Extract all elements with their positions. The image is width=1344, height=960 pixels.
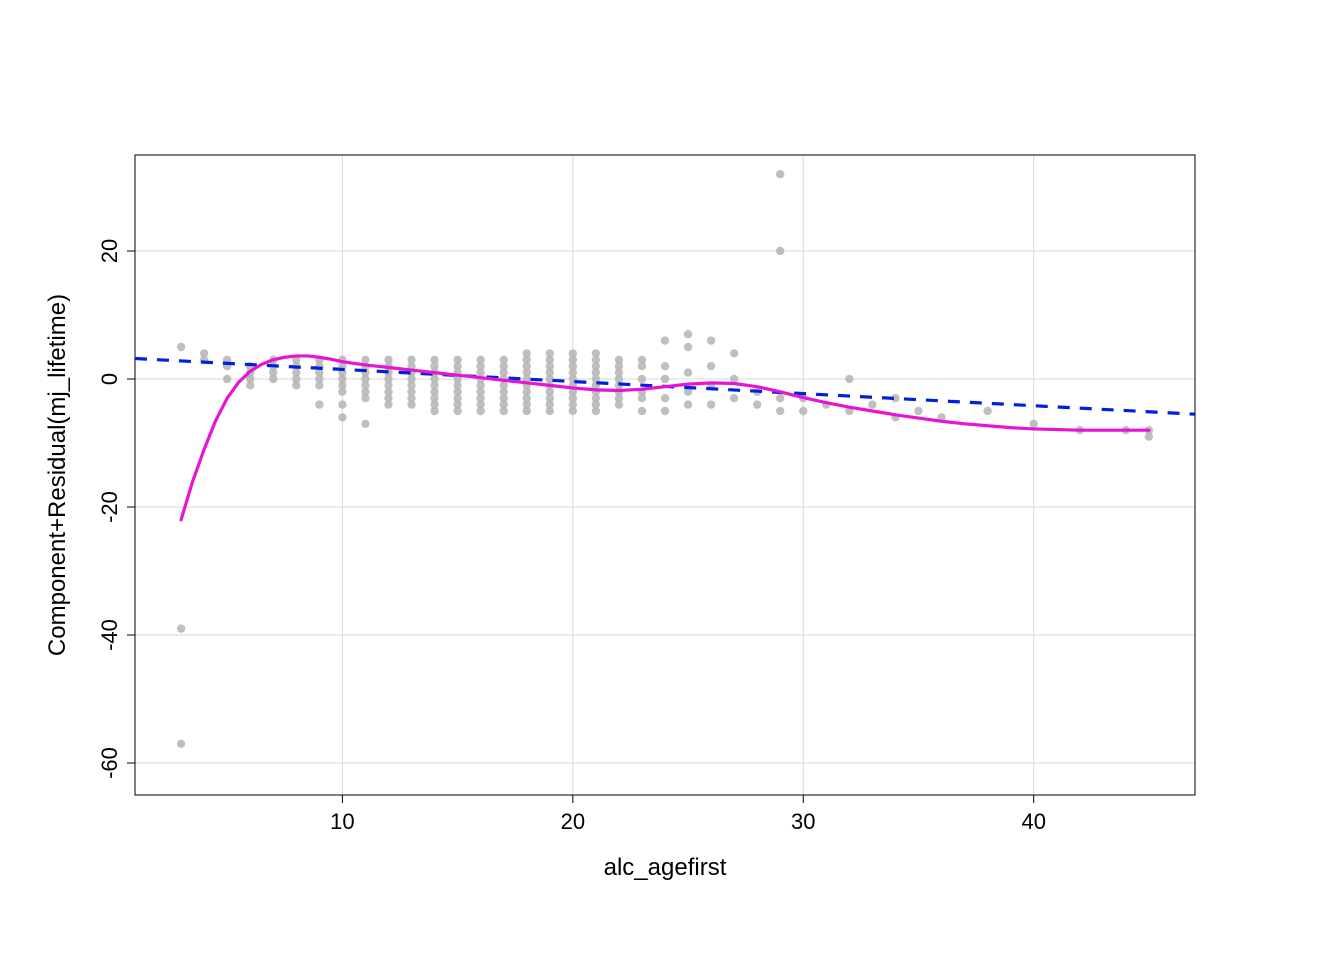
bg xyxy=(0,0,1344,960)
y-tick-label: 0 xyxy=(97,373,122,385)
y-tick-label: -60 xyxy=(97,747,122,779)
x-tick-label: 10 xyxy=(330,809,354,834)
x-tick-label: 30 xyxy=(791,809,815,834)
x-tick-label: 20 xyxy=(561,809,585,834)
y-axis-label: Component+Residual(mj_lifetime) xyxy=(44,294,71,656)
cr-plot: 10 20 30 40 -60 -40 -20 0 20 alc_agefirst Componen… xyxy=(0,0,1344,960)
x-axis-label: alc_agefirst xyxy=(604,854,727,881)
y-tick-label: -40 xyxy=(97,619,122,651)
x-tick-label: 40 xyxy=(1021,809,1045,834)
y-tick-label: -20 xyxy=(97,491,122,523)
y-tick-label: 20 xyxy=(97,239,122,263)
chart-svg: 10 20 30 40 -60 -40 -20 0 20 alc_agefirst Componen… xyxy=(0,0,1344,960)
